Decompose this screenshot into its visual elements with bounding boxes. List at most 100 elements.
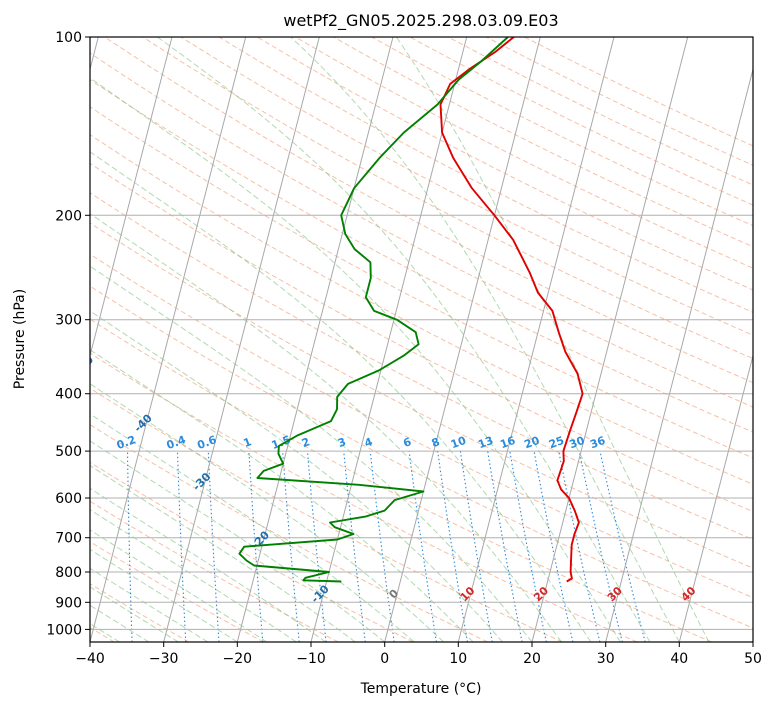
- x-tick-label: 20: [523, 651, 541, 667]
- dry-adiabat: [90, 461, 414, 642]
- isotherm-line: [605, 67, 753, 642]
- dry-adiabat: [90, 78, 753, 433]
- dry-adiabat: [371, 37, 753, 227]
- profile-lines: [238, 37, 584, 583]
- y-tick-label: 300: [55, 313, 82, 329]
- x-tick-label: −40: [75, 651, 105, 667]
- moist-adiabat: [90, 265, 533, 642]
- moist-adiabat: [90, 465, 356, 642]
- mixing-ratio-label: 25: [547, 434, 566, 451]
- mixing-ratio-line: [282, 451, 300, 642]
- mixing-ratio-line: [599, 450, 646, 642]
- mixing-ratio-label: 13: [476, 434, 495, 451]
- x-tick-label: 50: [744, 651, 762, 667]
- isotherm-label: -40: [132, 411, 155, 434]
- mixing-ratio-label: 30: [568, 434, 587, 452]
- dry-adiabat: [90, 352, 638, 642]
- temperature-line: [439, 37, 584, 583]
- y-tick-label: 600: [55, 491, 82, 507]
- y-tick-label: 500: [55, 444, 82, 460]
- dry-adiabat: [104, 37, 753, 384]
- mixing-ratio-label: 10: [449, 434, 468, 452]
- mixing-ratio-line: [578, 450, 623, 642]
- mixing-ratio-label: 2: [300, 435, 312, 450]
- pressure-gridlines: [90, 37, 753, 630]
- isotherm-label: 0: [387, 587, 402, 602]
- dewpoint-line: [238, 37, 509, 583]
- isotherm-line: [752, 639, 753, 642]
- mixing-ratio-label: 3: [336, 435, 348, 450]
- moist-adiabats: [90, 37, 710, 642]
- mixing-ratio-label: 1: [242, 435, 254, 450]
- dry-adiabat: [90, 253, 753, 599]
- mixing-ratio-label: 4: [363, 435, 375, 450]
- mixing-ratio-label: 0.6: [196, 433, 219, 452]
- x-tick-label: 30: [597, 651, 615, 667]
- y-tick-label: 900: [55, 595, 82, 611]
- dry-adiabat: [90, 583, 190, 642]
- mixing-ratio-labels: 0.1 0.2 0.4 0.6 1 1.5 2 3 4 6 8 10 13 16 20 25 30 36: [90, 433, 607, 452]
- mixing-ratio-line: [248, 451, 264, 642]
- dry-adiabat: [90, 285, 753, 629]
- isotherm-line: [90, 37, 247, 642]
- dry-adiabat: [142, 37, 753, 360]
- dry-adiabat: [90, 192, 753, 541]
- isotherm-line: [678, 353, 753, 642]
- mixing-ratio-line: [533, 451, 574, 642]
- dry-adiabat: [90, 387, 563, 642]
- mixing-ratio-line: [369, 451, 395, 642]
- moist-adiabat: [90, 509, 297, 642]
- isotherm-label: 40: [679, 584, 699, 604]
- y-axis-title: Pressure (hPa): [12, 289, 28, 389]
- isotherm-line: [236, 37, 394, 642]
- mixing-ratio-line: [437, 451, 469, 642]
- x-tick-label: 10: [449, 651, 467, 667]
- moist-adiabat: [90, 487, 326, 642]
- chart-title: wetPf2_GN05.2025.298.03.09.E03: [283, 11, 558, 31]
- x-tick-label: −30: [149, 651, 179, 667]
- moist-adiabat: [157, 37, 651, 642]
- y-tick-label: 700: [55, 531, 82, 547]
- mixing-ratio-line: [306, 451, 327, 642]
- dry-adiabat: [447, 37, 753, 186]
- plot-frame: [89, 36, 754, 643]
- x-tick-label: 0: [380, 651, 389, 667]
- dry-adiabats: [90, 37, 753, 642]
- isotherm-label: -50: [73, 353, 96, 376]
- mixing-ratio-line: [343, 451, 366, 642]
- y-tick-label: 200: [55, 208, 82, 224]
- dry-adiabat: [90, 424, 488, 642]
- isotherm-label: -20: [249, 528, 272, 551]
- mixing-ratio-label: 0.2: [115, 433, 138, 452]
- mixing-ratio-line: [558, 451, 601, 642]
- x-axis-ticks: −40 −30 −20 −10 0 10 20 30 40 50: [75, 642, 762, 667]
- dry-adiabat: [90, 134, 753, 485]
- mixing-ratio-label: 0.4: [165, 433, 188, 452]
- moist-adiabat: [90, 77, 621, 642]
- dry-adiabat: [90, 541, 264, 642]
- mixing-ratio-label: 6: [401, 435, 413, 450]
- moist-adiabat: [90, 548, 238, 642]
- x-tick-label: −10: [296, 651, 326, 667]
- moist-adiabat: [90, 349, 474, 642]
- plot-area: -100-90-80-70-60-50-40-30-20-10010203040…: [73, 37, 753, 642]
- moist-adiabat: [90, 151, 592, 642]
- isotherm-line: [457, 37, 615, 642]
- moist-adiabat: [90, 213, 562, 642]
- x-tick-label: −20: [223, 651, 253, 667]
- mixing-ratio-line: [408, 451, 437, 642]
- dry-adiabat: [218, 37, 753, 313]
- mixing-ratio-label: 36: [588, 434, 607, 452]
- dry-adiabat: [409, 37, 753, 206]
- mixing-ratio-label: 1.5: [270, 433, 293, 452]
- moist-adiabat: [90, 310, 503, 642]
- mixing-ratio-label: 8: [430, 435, 442, 450]
- isotherm-line: [90, 37, 173, 358]
- dry-adiabat: [90, 52, 753, 408]
- dry-adiabat: [180, 37, 753, 336]
- moist-adiabat: [90, 440, 386, 642]
- moist-adiabat: [90, 413, 415, 642]
- y-tick-label: 1000: [46, 622, 82, 638]
